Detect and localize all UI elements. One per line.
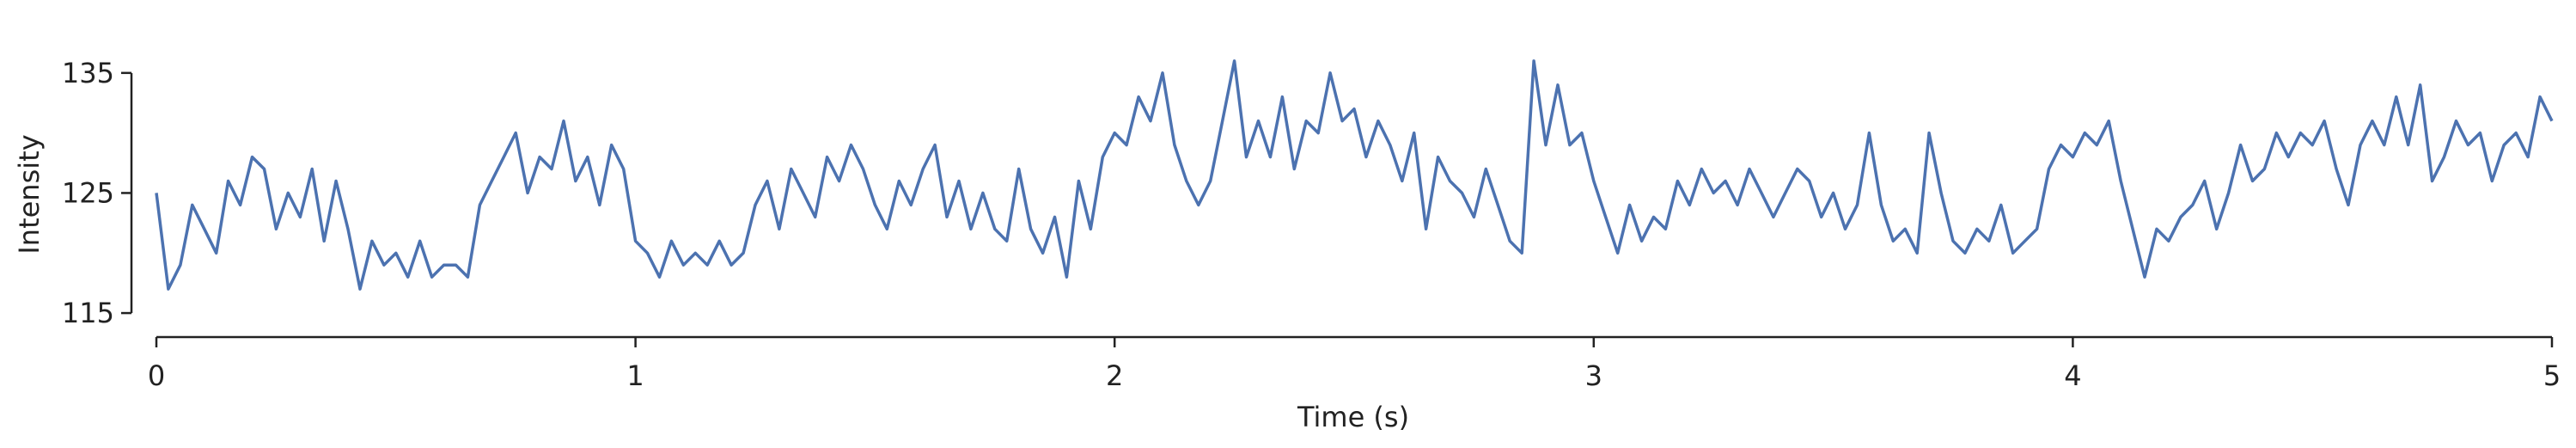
x-axis-label: Time (s): [1297, 401, 1409, 433]
y-axis-label: Intensity: [13, 134, 46, 254]
data-line: [155, 59, 2554, 291]
x-tick-label: 3: [1585, 359, 1602, 392]
x-tick-label: 5: [2543, 359, 2561, 392]
y-tick-label: 115: [62, 297, 114, 329]
x-tick-label: 2: [1106, 359, 1123, 392]
x-tick-label: 0: [148, 359, 165, 392]
y-tick-label: 135: [62, 57, 114, 89]
x-tick-label: 4: [2064, 359, 2081, 392]
x-tick-label: 1: [626, 359, 644, 392]
y-tick-label: 125: [62, 176, 114, 209]
